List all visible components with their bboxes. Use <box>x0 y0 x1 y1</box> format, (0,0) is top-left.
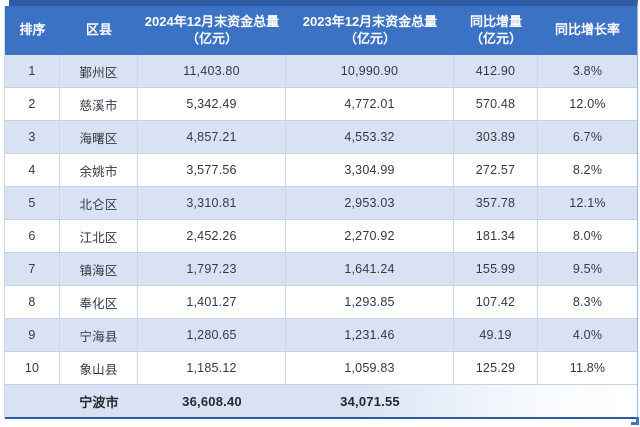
yoy-growth-cell: 3.8% <box>572 64 603 78</box>
total-2023-cell: 10,990.90 <box>286 55 454 87</box>
total-2024-cell: 36,608.40 <box>182 393 242 409</box>
total-2023-cell: 1,293.85 <box>286 286 454 318</box>
total-2023-cell: 4,553.32 <box>286 121 454 153</box>
yoy-delta-cell: 570.48 <box>454 88 538 120</box>
yoy-growth-cell: 8.3% <box>572 295 603 309</box>
table-row: 6 江北区 2,452.26 2,270.92 181.34 8.0% <box>5 220 637 253</box>
table-row: 2 慈溪市 5,342.49 4,772.01 570.48 12.0% <box>5 88 637 121</box>
district-cell: 余姚市 <box>60 154 138 186</box>
yoy-delta-cell: 107.42 <box>454 286 538 318</box>
total-2023-cell: 34,071.55 <box>340 393 400 409</box>
rank-cell: 7 <box>5 253 60 285</box>
column-header-label: 排序 <box>19 22 46 38</box>
total-2023-cell: 3,304.99 <box>286 154 454 186</box>
column-header-2024-total: 2024年12月末资金总量 （亿元） <box>138 6 286 55</box>
yoy-delta-cell: 272.57 <box>454 154 538 186</box>
total-2024-cell: 5,342.49 <box>138 88 286 120</box>
table-total-row: 宁波市 36,608.40 34,071.55 <box>5 385 637 419</box>
total-2023-cell: 1,059.83 <box>286 352 454 384</box>
total-2024-cell: 4,857.21 <box>138 121 286 153</box>
rank-cell: 3 <box>5 121 60 153</box>
column-header-sublabel: （亿元） <box>469 30 522 46</box>
rank-cell: 6 <box>5 220 60 252</box>
column-header-sublabel: （亿元） <box>343 30 396 46</box>
yoy-growth-cell: 12.1% <box>569 196 606 210</box>
yoy-delta-cell: 155.99 <box>454 253 538 285</box>
yoy-delta-cell: 412.90 <box>454 55 538 87</box>
yoy-delta-cell: 303.89 <box>454 121 538 153</box>
districts-funds-table: 排序 区县 2024年12月末资金总量 （亿元） 2023年12月末资金总量 （… <box>4 0 638 419</box>
table-row: 1 鄞州区 11,403.80 10,990.90 412.90 3.8% <box>5 55 637 88</box>
table-row: 5 北仑区 3,310.81 2,953.03 357.78 12.1% <box>5 187 637 220</box>
rank-cell: 9 <box>5 319 60 351</box>
table-row: 8 奉化区 1,401.27 1,293.85 107.42 8.3% <box>5 286 637 319</box>
table-row: 3 海曙区 4,857.21 4,553.32 303.89 6.7% <box>5 121 637 154</box>
rank-cell: 2 <box>5 88 60 120</box>
district-cell: 宁波市 <box>79 394 119 410</box>
rank-cell: 10 <box>5 352 60 384</box>
district-cell: 宁海县 <box>60 319 138 351</box>
column-header-label: 2024年12月末资金总量 <box>144 14 280 30</box>
district-cell: 镇海区 <box>60 253 138 285</box>
rank-cell: 4 <box>5 154 60 186</box>
district-cell: 江北区 <box>60 220 138 252</box>
total-2024-cell: 11,403.80 <box>138 55 286 87</box>
yoy-growth-cell: 11.8% <box>569 361 606 375</box>
yoy-growth-cell: 12.0% <box>569 97 606 111</box>
total-2023-cell: 4,772.01 <box>286 88 454 120</box>
yoy-delta-cell: 181.34 <box>454 220 538 252</box>
rank-cell <box>5 385 60 417</box>
yoy-growth-cell: 8.0% <box>572 229 603 243</box>
yoy-delta-cell: 49.19 <box>454 319 538 351</box>
column-header-yoy-delta: 同比增量 （亿元） <box>454 6 538 55</box>
corner-notch <box>0 0 9 6</box>
column-header-yoy-growth: 同比增长率 <box>538 6 637 55</box>
column-header-label: 同比增量 <box>469 14 522 30</box>
rank-cell: 5 <box>5 187 60 219</box>
yoy-growth-cell: 4.0% <box>572 328 603 342</box>
rank-cell: 8 <box>5 286 60 318</box>
yoy-growth-cell: 8.2% <box>572 163 603 177</box>
resize-handle-icon[interactable] <box>631 417 639 425</box>
district-cell: 海曙区 <box>60 121 138 153</box>
yoy-growth-cell: 6.7% <box>572 130 603 144</box>
total-2023-cell: 2,270.92 <box>286 220 454 252</box>
column-header-district: 区县 <box>60 6 138 55</box>
table-row: 9 宁海县 1,280.65 1,231.46 49.19 4.0% <box>5 319 637 352</box>
district-cell: 鄞州区 <box>60 55 138 87</box>
column-header-rank: 排序 <box>5 6 60 55</box>
column-header-label: 2023年12月末资金总量 <box>302 14 438 30</box>
total-2024-cell: 1,797.23 <box>138 253 286 285</box>
total-2024-cell: 3,310.81 <box>138 187 286 219</box>
column-header-sublabel: （亿元） <box>185 30 238 46</box>
yoy-delta-cell: 125.29 <box>454 352 538 384</box>
yoy-growth-cell <box>538 385 637 417</box>
total-2024-cell: 1,280.65 <box>138 319 286 351</box>
table-row: 7 镇海区 1,797.23 1,641.24 155.99 9.5% <box>5 253 637 286</box>
total-2024-cell: 3,577.56 <box>138 154 286 186</box>
yoy-delta-cell <box>454 385 538 417</box>
district-cell: 北仑区 <box>60 187 138 219</box>
district-cell: 奉化区 <box>60 286 138 318</box>
total-2023-cell: 1,231.46 <box>286 319 454 351</box>
table-row: 4 余姚市 3,577.56 3,304.99 272.57 8.2% <box>5 154 637 187</box>
total-2024-cell: 1,401.27 <box>138 286 286 318</box>
yoy-delta-cell: 357.78 <box>454 187 538 219</box>
column-header-2023-total: 2023年12月末资金总量 （亿元） <box>286 6 454 55</box>
table-row: 10 象山县 1,185.12 1,059.83 125.29 11.8% <box>5 352 637 385</box>
district-cell: 慈溪市 <box>60 88 138 120</box>
district-cell: 象山县 <box>60 352 138 384</box>
total-2024-cell: 1,185.12 <box>138 352 286 384</box>
total-2023-cell: 1,641.24 <box>286 253 454 285</box>
total-2024-cell: 2,452.26 <box>138 220 286 252</box>
total-2023-cell: 2,953.03 <box>286 187 454 219</box>
column-header-label: 区县 <box>85 22 112 38</box>
table-header-row: 排序 区县 2024年12月末资金总量 （亿元） 2023年12月末资金总量 （… <box>5 6 637 55</box>
column-header-label: 同比增长率 <box>554 22 620 38</box>
yoy-growth-cell: 9.5% <box>572 262 603 276</box>
rank-cell: 1 <box>5 55 60 87</box>
